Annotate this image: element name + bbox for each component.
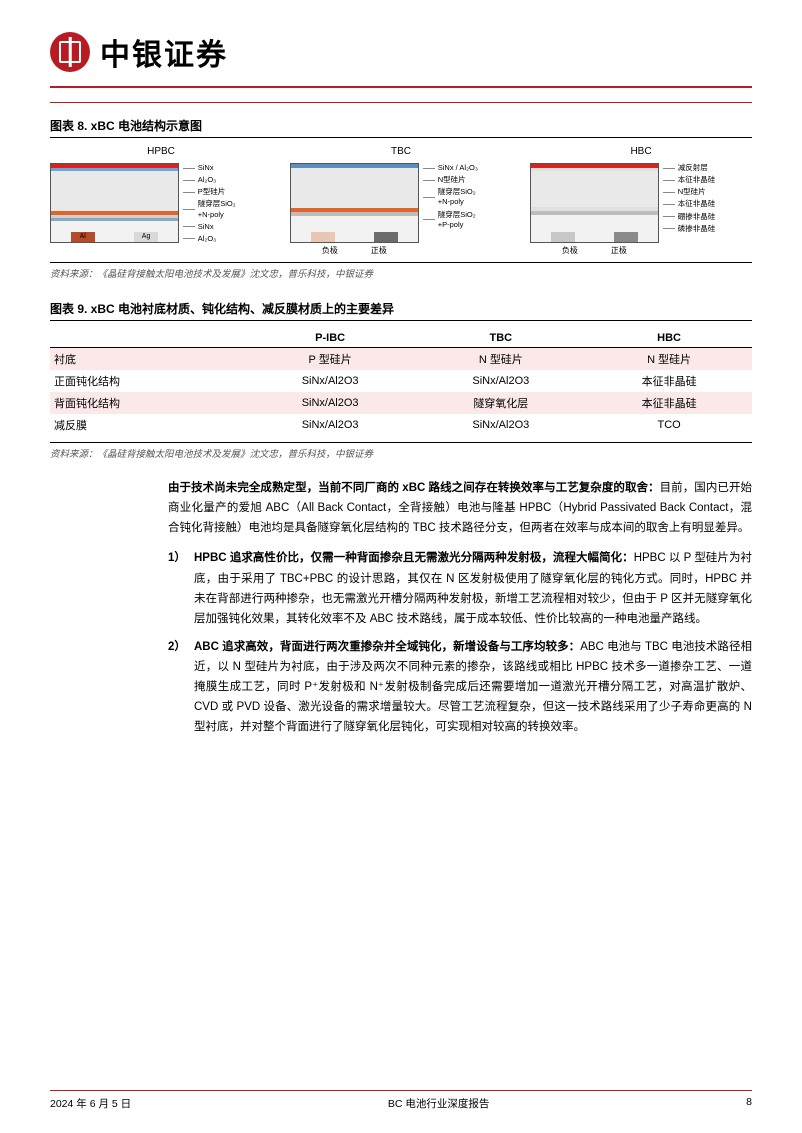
brand-logo-icon: [50, 32, 90, 72]
header-rule-thin: [50, 102, 752, 103]
item2-rest: ABC 电池与 TBC 电池技术路径相近，以 N 型硅片为衬底，由于涉及两次不同…: [194, 641, 752, 734]
report-header: 中银证券: [50, 30, 752, 82]
table-cell: SiNx/Al2O3: [245, 392, 416, 414]
intro-paragraph: 由于技术尚未完全成熟定型，当前不同厂商的 xBC 路线之间存在转换效率与工艺复杂…: [168, 478, 752, 538]
layer-stack: [290, 163, 419, 243]
layer-stack: [530, 163, 659, 243]
table-header: HBC: [586, 329, 752, 348]
figure8-diagrams: HPBC Al Ag SiNxAl₂O₃P型硅片隧穿层SiO₂ +N-polySiNx…: [50, 146, 752, 256]
table-row: 背面钝化结构SiNx/Al2O3隧穿氧化层本征非晶硅: [50, 392, 752, 414]
table-cell: N 型硅片: [586, 348, 752, 371]
item2-bold: ABC 追求高效，背面进行两次重掺杂并全域钝化，新增设备与工序均较多：: [194, 641, 580, 653]
electrode: Al: [71, 232, 95, 242]
electrode: [614, 232, 638, 242]
electrode-label: 正极: [611, 245, 627, 256]
intro-bold: 由于技术尚未完全成熟定型，当前不同厂商的 xBC 路线之间存在转换效率与工艺复杂…: [168, 482, 660, 494]
figure8-title: 图表 8. xBC 电池结构示意图: [50, 117, 752, 138]
diagram-title: HBC: [530, 146, 752, 157]
table-cell: SiNx/Al2O3: [415, 370, 586, 392]
table-cell: 背面钝化结构: [50, 392, 245, 414]
diagram-title: HPBC: [50, 146, 272, 157]
diagram-cell: HPBC Al Ag SiNxAl₂O₃P型硅片隧穿层SiO₂ +N-polySiNx…: [50, 146, 272, 256]
diagram-cell: HBC 负极 正极 减反射层本征非晶硅N型硅片本征非晶硅硼掺非晶硅磷掺非晶硅: [530, 146, 752, 256]
footer-page: 8: [746, 1096, 752, 1111]
electrode: [374, 232, 398, 242]
figure9-table: P-IBCTBCHBC衬底P 型硅片N 型硅片N 型硅片正面钝化结构SiNx/A…: [50, 329, 752, 436]
footer-title: BC 电池行业深度报告: [388, 1096, 490, 1111]
header-rule-thick: [50, 86, 752, 88]
figure9-source: 资料来源：《晶硅背接触太阳电池技术及发展》沈文忠，普乐科技，中银证券: [50, 442, 752, 460]
table-cell: 减反膜: [50, 414, 245, 436]
diagram-legend: SiNx / Al₂O₃N型硅片隧穿层SiO₂ +N-poly隧穿层SiO₂ +…: [423, 163, 512, 230]
table-header: TBC: [415, 329, 586, 348]
table-header: P-IBC: [245, 329, 416, 348]
figure8-source: 资料来源：《晶硅背接触太阳电池技术及发展》沈文忠，普乐科技，中银证券: [50, 262, 752, 280]
page-footer: 2024 年 6 月 5 日 BC 电池行业深度报告 8: [0, 1090, 802, 1112]
table-cell: SiNx/Al2O3: [245, 414, 416, 436]
electrode: Ag: [134, 232, 158, 242]
table-cell: 隧穿氧化层: [415, 392, 586, 414]
table-cell: 本征非晶硅: [586, 370, 752, 392]
layer-stack: Al Ag: [50, 163, 179, 243]
table-cell: 正面钝化结构: [50, 370, 245, 392]
table-cell: SiNx/Al2O3: [245, 370, 416, 392]
table-cell: SiNx/Al2O3: [415, 414, 586, 436]
electrode: [551, 232, 575, 242]
numbered-item-1: 1） HPBC 追求高性价比，仅需一种背面掺杂且无需激光分隔两种发射极，流程大幅…: [168, 548, 752, 629]
diagram-legend: SiNxAl₂O₃P型硅片隧穿层SiO₂ +N-polySiNxAl₂O₃: [183, 163, 272, 244]
item2-number: 2）: [168, 637, 186, 738]
electrode-label: 正极: [371, 245, 387, 256]
item1-bold: HPBC 追求高性价比，仅需一种背面掺杂且无需激光分隔两种发射极，流程大幅简化：: [194, 552, 634, 564]
diagram-legend: 减反射层本征非晶硅N型硅片本征非晶硅硼掺非晶硅磷掺非晶硅: [663, 163, 752, 234]
table-header: [50, 329, 245, 348]
diagram-title: TBC: [290, 146, 512, 157]
table-row: 衬底P 型硅片N 型硅片N 型硅片: [50, 348, 752, 371]
table-cell: 衬底: [50, 348, 245, 371]
body-text-block: 由于技术尚未完全成熟定型，当前不同厂商的 xBC 路线之间存在转换效率与工艺复杂…: [168, 478, 752, 738]
diagram-cell: TBC 负极 正极 SiNx / Al₂O₃N型硅片隧穿层SiO₂ +N-poly隧穿…: [290, 146, 512, 256]
figure9-title: 图表 9. xBC 电池衬底材质、钝化结构、减反膜材质上的主要差异: [50, 300, 752, 321]
numbered-item-2: 2） ABC 追求高效，背面进行两次重掺杂并全域钝化，新增设备与工序均较多：AB…: [168, 637, 752, 738]
table-cell: P 型硅片: [245, 348, 416, 371]
table-row: 减反膜SiNx/Al2O3SiNx/Al2O3TCO: [50, 414, 752, 436]
table-row: 正面钝化结构SiNx/Al2O3SiNx/Al2O3本征非晶硅: [50, 370, 752, 392]
table-cell: TCO: [586, 414, 752, 436]
table-cell: N 型硅片: [415, 348, 586, 371]
brand-name: 中银证券: [100, 30, 228, 74]
item1-number: 1）: [168, 548, 186, 629]
footer-date: 2024 年 6 月 5 日: [50, 1096, 131, 1111]
table-cell: 本征非晶硅: [586, 392, 752, 414]
electrode-label: 负极: [322, 245, 338, 256]
footer-rule: [50, 1090, 752, 1092]
electrode: [311, 232, 335, 242]
electrode-label: 负极: [562, 245, 578, 256]
